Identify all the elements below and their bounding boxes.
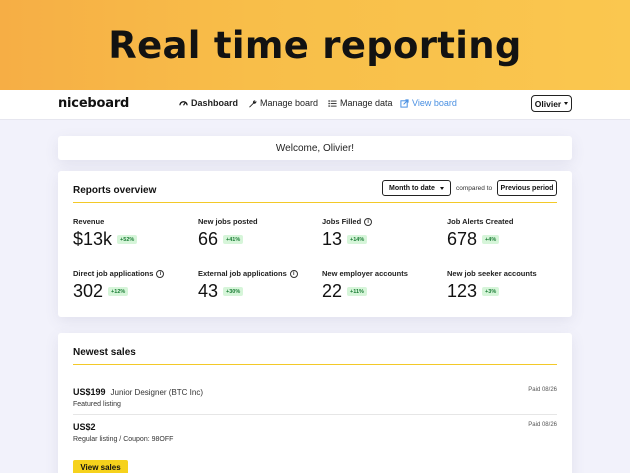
nav-view-board-label: View board [412, 98, 457, 108]
section-divider [73, 202, 557, 203]
info-icon[interactable]: i [364, 217, 373, 226]
metric-label: New job seeker accounts [447, 269, 537, 278]
change-badge: +41% [223, 235, 244, 244]
period-select-value: Month to date [389, 184, 435, 192]
nav-view-board[interactable]: View board [400, 98, 457, 108]
section-divider [73, 364, 557, 365]
reports-overview-card: Reports overview Month to date compared … [58, 171, 572, 317]
change-badge: +14% [347, 235, 368, 244]
metric-label: Revenue [73, 217, 105, 226]
sale-item[interactable]: US$199 Junior Designer (BTC Inc) Feature… [73, 387, 557, 408]
period-select[interactable]: Month to date [382, 180, 451, 196]
welcome-text: Welcome, Olivier! [275, 142, 355, 154]
metric-new-job-seeker-accounts: New job seeker accounts 123 +3% [447, 269, 567, 302]
change-badge: +30% [223, 287, 244, 296]
previous-period-button[interactable]: Previous period [497, 180, 557, 196]
reports-title: Reports overview [73, 185, 157, 196]
metric-value: 13 [322, 229, 343, 249]
change-badge: +12% [108, 287, 129, 296]
info-icon[interactable]: i [289, 269, 298, 278]
metric-direct-job-applications: Direct job applications i 302 +12% [73, 269, 193, 302]
chevron-down-icon [564, 102, 569, 105]
metric-value: 302 [73, 281, 104, 301]
chevron-down-icon [440, 187, 444, 190]
nav-manage-data-label: Manage data [340, 98, 393, 108]
sale-detail: Regular listing / Coupon: 98OFF [73, 436, 174, 443]
metric-value: $13k [73, 229, 113, 249]
metric-value: 678 [447, 229, 478, 249]
metric-value: 43 [198, 281, 219, 301]
info-icon[interactable]: i [156, 269, 165, 278]
metric-value: 66 [198, 229, 219, 249]
metric-revenue: Revenue $13k +52% [73, 217, 193, 250]
metric-label: New jobs posted [198, 217, 258, 226]
banner-title: Real time reporting [108, 23, 522, 67]
view-sales-button[interactable]: View sales [73, 460, 128, 473]
external-link-icon [400, 98, 409, 108]
dashboard-icon [179, 100, 188, 106]
sale-status: Paid 08/26 [528, 387, 557, 393]
sales-title: Newest sales [73, 347, 136, 358]
nav-dashboard[interactable]: Dashboard [179, 98, 238, 108]
user-name: Olivier [534, 98, 562, 109]
metric-label: Jobs Filled [322, 217, 362, 226]
nav-dashboard-label: Dashboard [191, 98, 239, 108]
list-icon [328, 99, 337, 107]
nav-manage-board[interactable]: Manage board [248, 98, 318, 108]
sale-item[interactable]: US$2 Regular listing / Coupon: 98OFF Pai… [73, 422, 557, 443]
welcome-card: Welcome, Olivier! [58, 136, 572, 160]
top-nav: niceboard Dashboard Manage board Manage … [0, 90, 630, 120]
user-menu-button[interactable]: Olivier [531, 95, 572, 112]
metric-new-employer-accounts: New employer accounts 22 +11% [322, 269, 442, 302]
nav-manage-board-label: Manage board [260, 98, 319, 108]
change-badge: +3% [482, 287, 500, 296]
change-badge: +4% [482, 235, 500, 244]
nav-manage-data[interactable]: Manage data [328, 98, 393, 108]
metric-value: 22 [322, 281, 343, 301]
wrench-icon [249, 99, 257, 107]
metric-jobs-filled: Jobs Filled i 13 +14% [322, 217, 442, 250]
sale-listing-name: Junior Designer (BTC Inc) [110, 388, 204, 397]
metric-label: Direct job applications [73, 269, 154, 278]
logo[interactable]: niceboard [58, 96, 130, 111]
promo-banner: Real time reporting [0, 0, 630, 90]
sale-status: Paid 08/26 [528, 422, 557, 428]
sale-price: US$2 [73, 422, 96, 432]
sale-price: US$199 [73, 387, 106, 397]
metric-new-jobs-posted: New jobs posted 66 +41% [198, 217, 318, 250]
metric-label: Job Alerts Created [447, 217, 514, 226]
metric-label: New employer accounts [322, 269, 408, 278]
metric-value: 123 [447, 281, 478, 301]
metric-label: External job applications [198, 269, 287, 278]
metric-job-alerts-created: Job Alerts Created 678 +4% [447, 217, 567, 250]
compared-to-label: compared to [456, 185, 493, 192]
change-badge: +11% [347, 287, 367, 296]
change-badge: +52% [117, 235, 138, 244]
sale-detail: Featured listing [73, 401, 121, 408]
metric-external-job-applications: External job applications i 43 +30% [198, 269, 318, 302]
newest-sales-card: Newest sales US$199 Junior Designer (BTC… [58, 333, 572, 473]
row-divider [73, 414, 557, 415]
